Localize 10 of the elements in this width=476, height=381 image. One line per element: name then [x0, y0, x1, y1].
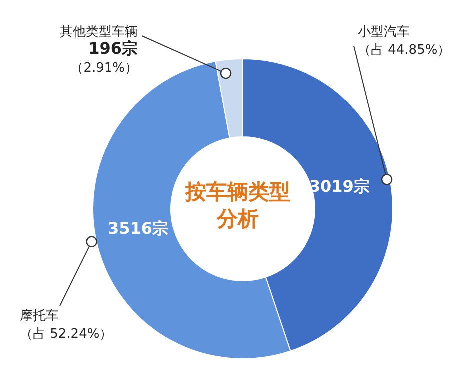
text: （占 44.85%）	[358, 43, 451, 58]
slice-label: 摩托车	[20, 309, 59, 324]
data-label: 196宗	[88, 39, 138, 58]
data-label: 3019宗	[309, 176, 370, 196]
text: （2.91%）	[70, 61, 138, 76]
slice-label: 其他类型车辆	[60, 25, 138, 40]
text: （占 52.24%）	[20, 327, 113, 342]
slice-label: 小型汽车	[358, 25, 410, 40]
data-label: 3516宗	[108, 219, 169, 238]
text: 按车辆类型分析	[184, 180, 290, 231]
